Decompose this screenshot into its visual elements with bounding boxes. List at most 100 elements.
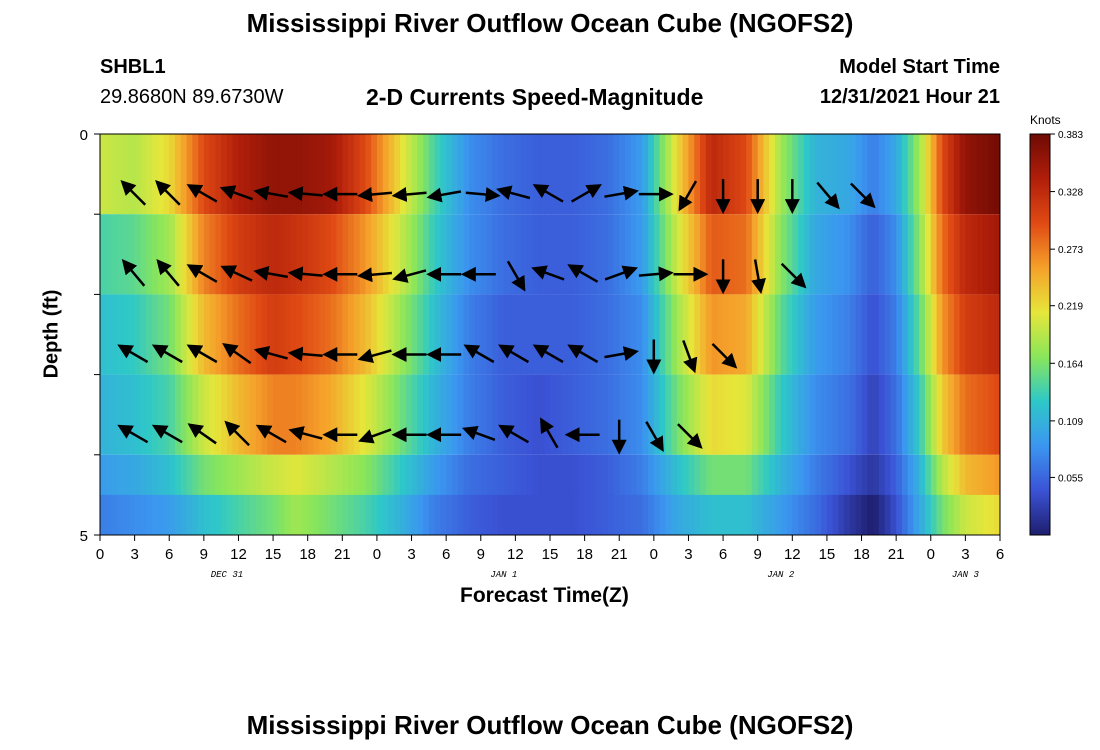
heatmap-cell: [388, 494, 395, 535]
heatmap-cell: [451, 494, 459, 535]
heatmap-cell: [446, 374, 453, 455]
heatmap-cell: [907, 374, 914, 455]
x-tick-label: 3: [684, 546, 692, 563]
x-tick-label: 18: [299, 546, 316, 563]
current-arrow: [638, 266, 674, 282]
x-tick-label: 0: [927, 546, 935, 563]
colorbar-tick-label: 0.164: [1058, 359, 1083, 370]
current-arrow: [186, 184, 218, 203]
heatmap-cell: [948, 294, 955, 375]
heatmap-cell: [475, 494, 482, 535]
heatmap-cell: [901, 294, 909, 375]
heatmap-cell: [261, 294, 268, 375]
heatmap-cell: [578, 374, 586, 455]
current-arrow: [392, 268, 427, 283]
heatmap-cell: [711, 214, 718, 295]
heatmap-cell: [873, 374, 880, 455]
current-arrow: [120, 179, 147, 206]
heatmap-cell: [763, 134, 770, 215]
heatmap-cell: [348, 294, 355, 375]
heatmap-cell: [734, 214, 741, 295]
heatmap-cell: [723, 134, 730, 215]
heatmap-cell: [146, 374, 153, 455]
heatmap-cell: [405, 374, 412, 455]
heatmap-cell: [769, 294, 776, 375]
heatmap-cell: [688, 134, 695, 215]
heatmap-cell: [192, 294, 199, 375]
heatmap-cell: [186, 294, 193, 375]
heatmap-cell: [336, 374, 343, 455]
heatmap-cell: [930, 374, 937, 455]
heatmap-cell: [521, 494, 528, 535]
y-tick-label: 5: [80, 528, 88, 545]
heatmap-cell: [469, 214, 476, 295]
figure-title-repeat: Mississippi River Outflow Ocean Cube (NG…: [246, 710, 854, 740]
heatmap-cell: [901, 374, 909, 455]
heatmap-cell: [128, 294, 136, 375]
heatmap-cell: [665, 134, 672, 215]
heatmap-cell: [371, 294, 378, 375]
heatmap-cell: [198, 374, 205, 455]
current-arrow: [222, 343, 252, 365]
heatmap-cell: [648, 134, 655, 215]
heatmap-cell: [105, 214, 112, 295]
heatmap-cell: [844, 294, 851, 375]
heatmap-cell: [676, 214, 684, 295]
current-arrow: [498, 424, 530, 444]
heatmap-cell: [203, 134, 211, 215]
heatmap-cell: [867, 214, 874, 295]
heatmap-cell: [821, 494, 828, 535]
heatmap-cell: [573, 374, 580, 455]
heatmap-cell: [625, 214, 632, 295]
heatmap-cell: [607, 134, 614, 215]
current-arrow: [121, 258, 146, 287]
x-tick-label: 21: [888, 546, 905, 563]
heatmap-cell: [850, 134, 857, 215]
heatmap-cell: [798, 214, 805, 295]
heatmap-cell: [446, 134, 453, 215]
current-arrow: [391, 187, 427, 203]
heatmap-cell: [757, 374, 764, 455]
heatmap-cell: [573, 214, 580, 295]
heatmap-cell: [532, 214, 539, 295]
heatmap-cell: [786, 294, 793, 375]
heatmap-cell: [515, 214, 522, 295]
heatmap-cell: [919, 294, 926, 375]
heatmap-cell: [971, 494, 978, 535]
heatmap-cell: [717, 294, 724, 375]
heatmap-cell: [763, 294, 770, 375]
heatmap-cell: [734, 494, 741, 535]
heatmap-cell: [780, 494, 787, 535]
heatmap-cell: [780, 134, 787, 215]
heatmap-cell: [901, 494, 909, 535]
heatmap-cell: [273, 294, 280, 375]
heatmap-cell: [526, 214, 534, 295]
current-arrow: [357, 348, 392, 364]
heatmap-cell: [936, 374, 943, 455]
heatmap-cell: [498, 134, 505, 215]
heatmap-cell: [128, 134, 136, 215]
heatmap-cell: [526, 134, 534, 215]
heatmap-cell: [330, 134, 337, 215]
colorbar-tick-label: 0.055: [1058, 473, 1083, 484]
heatmap-cell: [330, 374, 337, 455]
heatmap-cell: [100, 494, 107, 535]
heatmap-cell: [434, 294, 441, 375]
heatmap-cell: [163, 294, 170, 375]
x-tick-label: 6: [442, 546, 450, 563]
heatmap-cell: [100, 374, 107, 455]
heatmap-cell: [417, 374, 424, 455]
heatmap-cell: [734, 294, 741, 375]
heatmap-cell: [469, 294, 476, 375]
heatmap-cell: [573, 494, 580, 535]
heatmap-cell: [982, 374, 989, 455]
heatmap-cell: [140, 134, 147, 215]
heatmap-cell: [117, 214, 124, 295]
heatmap-cell: [284, 374, 291, 455]
x-tick-label: 6: [165, 546, 173, 563]
current-arrow: [463, 344, 495, 364]
heatmap-cell: [250, 134, 257, 215]
heatmap-cell: [884, 294, 891, 375]
heatmap-cell: [394, 294, 401, 375]
heatmap-cell: [134, 494, 141, 535]
